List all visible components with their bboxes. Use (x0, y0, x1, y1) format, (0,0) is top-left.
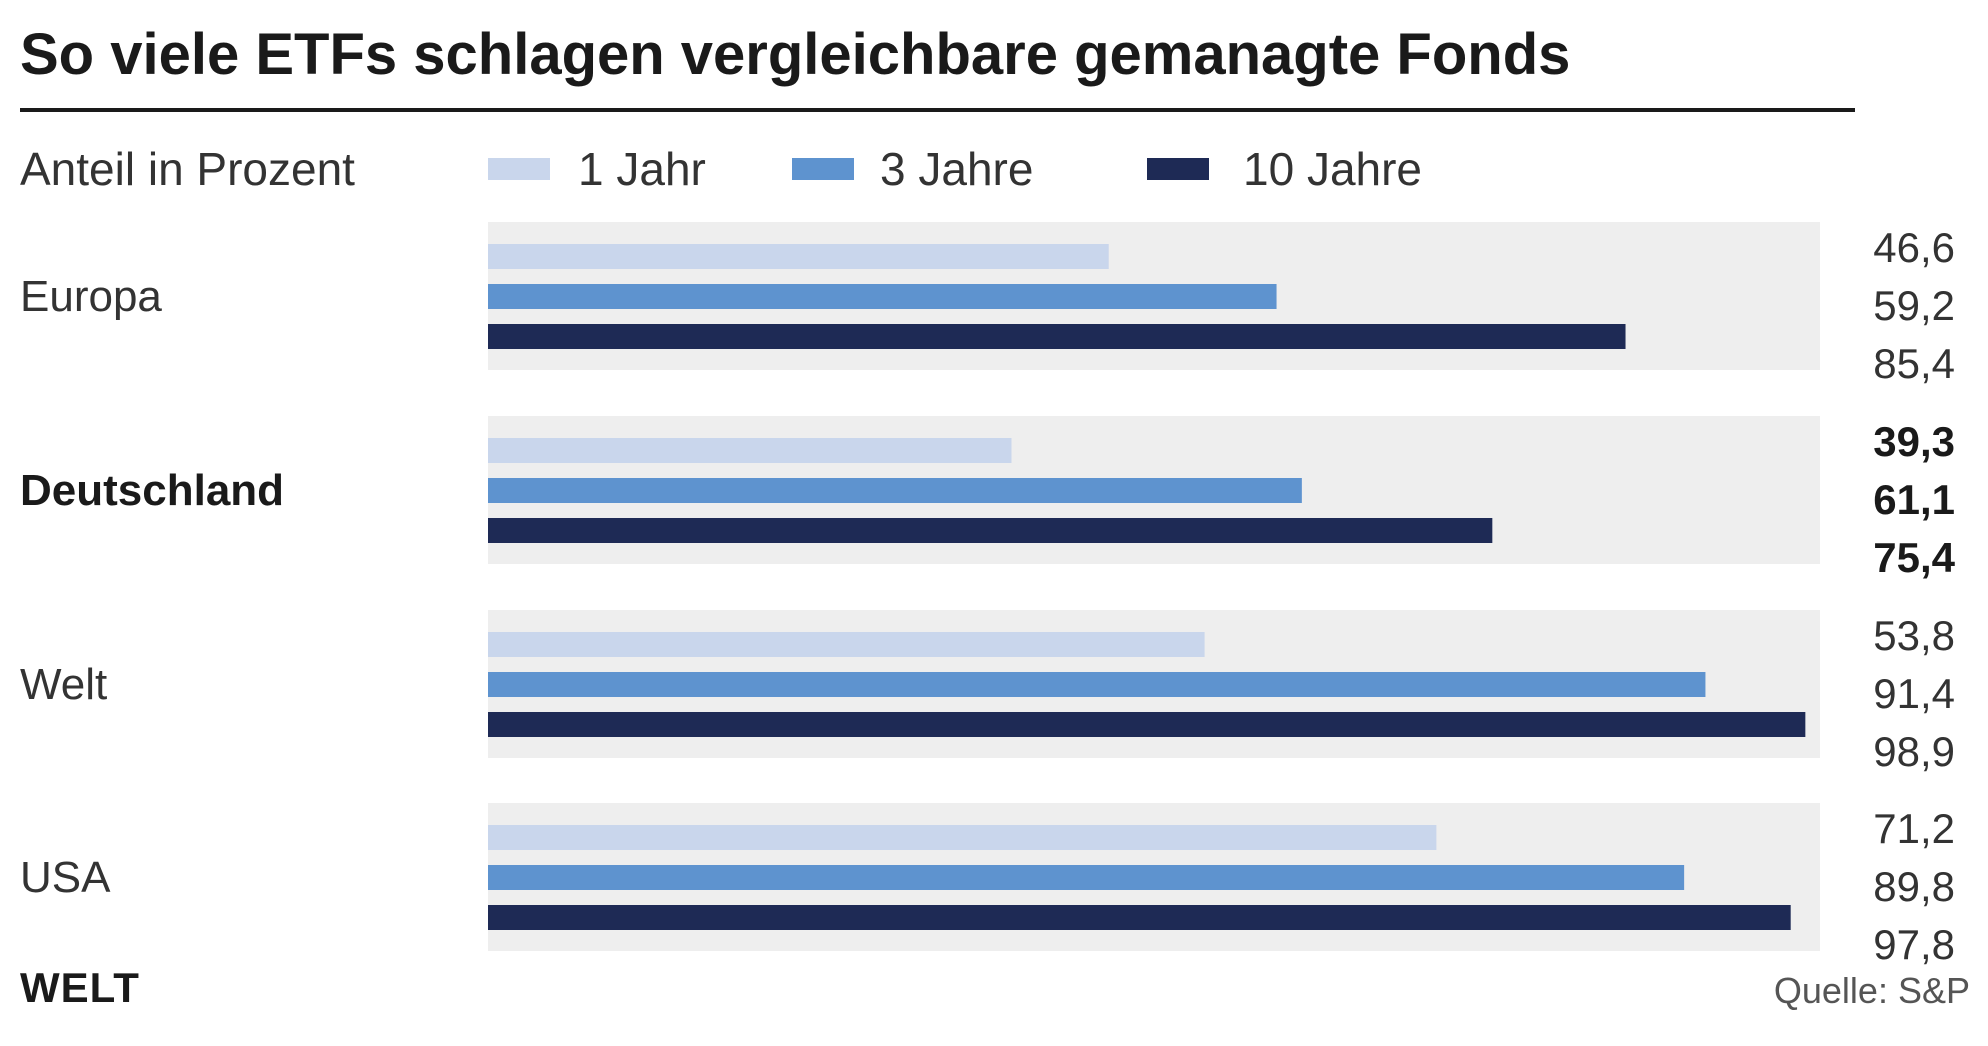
chart-subtitle: Anteil in Prozent (20, 143, 355, 195)
source-note: Quelle: S&P (1774, 970, 1970, 1011)
bar (488, 672, 1706, 697)
bar (488, 632, 1205, 657)
category-label: Deutschland (20, 466, 284, 515)
value-label: 85,4 (1873, 340, 1955, 387)
value-label: 53,8 (1873, 612, 1955, 659)
value-label: 89,8 (1873, 863, 1955, 910)
brand-logo: WELT (20, 964, 140, 1011)
value-label: 59,2 (1873, 282, 1955, 329)
value-label: 97,8 (1873, 921, 1955, 968)
legend-label: 3 Jahre (880, 143, 1033, 195)
bar (488, 905, 1791, 930)
bar (488, 518, 1493, 543)
bar (488, 284, 1277, 309)
category-label: USA (20, 853, 111, 902)
bar (488, 478, 1302, 503)
value-label: 39,3 (1873, 418, 1955, 465)
legend-swatch (488, 158, 550, 180)
value-label: 91,4 (1873, 670, 1955, 717)
legend-swatch (1147, 158, 1209, 180)
legend-label: 1 Jahr (578, 143, 706, 195)
value-label: 75,4 (1873, 534, 1955, 581)
value-label: 46,6 (1873, 224, 1955, 271)
bar (488, 324, 1626, 349)
bar (488, 865, 1685, 890)
bar (488, 244, 1109, 269)
bar-groups: Europa 46,6 59,2 85,4 Deutschland 39,3 61,1 75,… (20, 222, 1956, 968)
category-label: Welt (20, 660, 107, 709)
value-label: 98,9 (1873, 728, 1955, 775)
chart-title: So viele ETFs schlagen vergleichbare gem… (20, 22, 1570, 87)
category-label: Europa (20, 272, 162, 321)
value-label: 71,2 (1873, 805, 1955, 852)
legend-swatch (792, 158, 854, 180)
bar (488, 438, 1012, 463)
bar (488, 712, 1806, 737)
value-label: 61,1 (1873, 476, 1955, 523)
legend-label: 10 Jahre (1243, 143, 1422, 195)
legend: 1 Jahr 3 Jahre 10 Jahre (488, 143, 1422, 195)
bar (488, 825, 1437, 850)
